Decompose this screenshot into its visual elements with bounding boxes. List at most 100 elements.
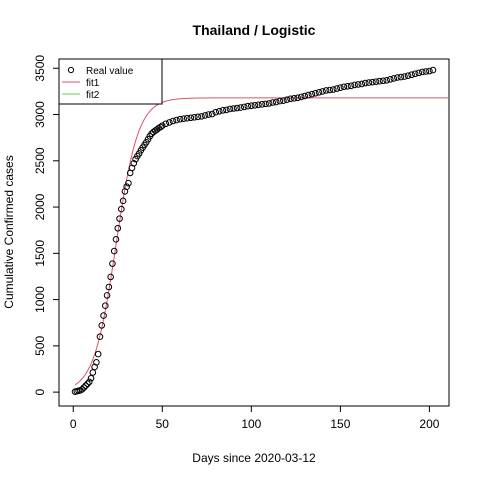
y-axis-label: Cumulative Confirmed cases [2,155,16,308]
data-point [294,94,301,102]
data-point [105,283,113,291]
data-point [169,117,177,125]
data-point [201,112,209,119]
data-point [305,91,312,99]
data-point [162,120,170,128]
data-point [237,104,244,111]
data-point [223,106,230,114]
data-point [386,76,394,83]
x-tick-label: 200 [419,417,439,431]
data-point [426,67,433,75]
data-point [404,72,412,79]
chart-title: Thailand / Logistic [193,22,316,38]
data-point [358,80,366,88]
data-point [212,108,220,116]
data-point [258,101,266,108]
data-point [82,382,90,389]
y-tick-label: 0 [33,388,47,395]
data-point [351,81,358,89]
data-point [107,273,114,281]
data-point [78,386,86,393]
data-point [411,70,419,78]
data-point [265,100,273,107]
data-point [329,86,337,93]
y-tick-label: 500 [33,336,47,356]
data-point [102,302,109,309]
data-point [283,96,291,104]
data-point [344,83,351,90]
data-point [337,84,344,91]
x-tick-label: 0 [70,417,77,431]
data-point [312,89,319,97]
data-point [244,102,252,110]
y-tick-label: 3000 [33,101,47,128]
data-point [219,107,227,114]
data-point [365,79,373,86]
fit1-line [74,97,449,386]
data-point [372,78,380,85]
data-point [248,102,255,110]
data-point [297,93,305,101]
data-point [233,104,241,112]
data-point [308,90,316,98]
data-point [98,322,106,329]
data-point [315,89,323,96]
data-point [269,99,277,106]
data-point [80,384,88,391]
data-point [418,68,426,76]
data-point [109,260,116,267]
data-point [158,122,166,130]
legend-label-fit1: fit1 [86,78,100,89]
data-point [422,68,430,75]
y-tick-label: 1500 [33,240,47,267]
x-axis: 0 50 100 150 200 [70,406,440,431]
y-tick-label: 2500 [33,147,47,174]
y-tick-label: 2000 [33,193,47,220]
data-point [205,111,212,118]
data-point [176,115,184,123]
data-point [230,105,237,112]
data-point [240,103,248,111]
data-point [415,69,423,77]
data-point [272,98,280,106]
data-point [187,114,195,122]
data-point [362,79,369,87]
data-point [326,86,333,94]
data-point [103,292,111,299]
data-point [340,83,348,91]
data-point [84,380,91,388]
data-point [125,179,132,187]
data-point [100,312,107,319]
data-point [354,81,362,88]
x-axis-label: Days since 2020-03-12 [192,451,316,465]
data-point [369,78,376,86]
data-point [262,100,269,108]
data-point [276,97,284,105]
x-tick-label: 50 [156,417,170,431]
data-point [85,378,93,386]
data-point [322,87,330,94]
y-tick-label: 3500 [33,55,47,82]
data-point [394,74,401,81]
data-point [166,119,173,126]
data-point [112,236,120,243]
y-axis: 0 500 1000 1500 2000 2500 3000 3500 [33,55,59,395]
data-point [251,101,259,109]
data-point [347,82,355,90]
data-point [116,215,123,222]
data-point [429,66,437,74]
legend-label-fit2: fit2 [86,90,100,101]
data-point [208,110,216,118]
data-point [255,101,262,109]
x-tick-label: 100 [241,417,261,431]
data-point [280,97,287,104]
data-point [408,71,415,79]
data-point [119,197,127,205]
data-point [397,73,405,81]
data-point [96,333,104,340]
data-point [215,107,223,115]
data-point [173,116,180,124]
data-point [93,359,100,366]
